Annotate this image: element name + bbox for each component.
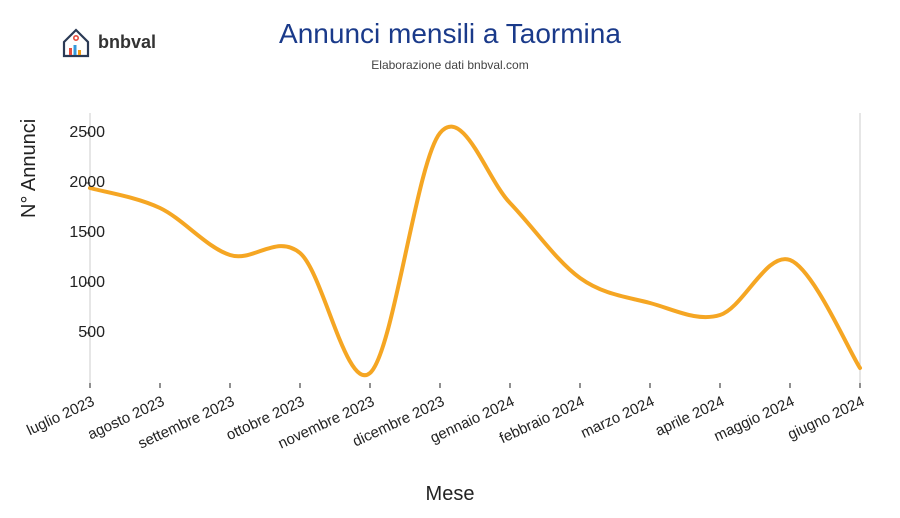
x-tick-label: maggio 2024: [711, 393, 797, 445]
house-chart-icon: [60, 26, 92, 58]
y-tick-label: 1000: [55, 274, 105, 292]
y-tick-label: 1500: [55, 224, 105, 242]
x-tick-label: giugno 2024: [785, 393, 867, 443]
brand-logo: bnbval: [60, 26, 156, 58]
chart-subtitle: Elaborazione dati bnbval.com: [0, 58, 900, 72]
brand-name: bnbval: [98, 32, 156, 53]
line-chart-svg: [80, 103, 870, 393]
y-tick-label: 2500: [55, 124, 105, 142]
y-axis-label: N° Annunci: [18, 119, 41, 218]
chart-plot-area: [80, 103, 870, 393]
x-axis-label: Mese: [426, 483, 475, 506]
x-tick-label: marzo 2024: [578, 393, 657, 442]
y-tick-label: 500: [55, 324, 105, 342]
y-tick-label: 2000: [55, 174, 105, 192]
